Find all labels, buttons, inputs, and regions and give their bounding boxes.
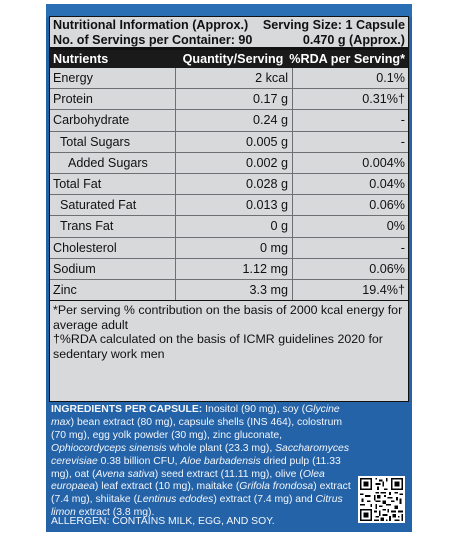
ingredient-latin-name: Glycine max (51, 404, 340, 428)
table-row: Protein 0.17 g 0.31%† (50, 89, 408, 111)
servings-per-container: No. of Servings per Container: 90 (53, 33, 253, 47)
nutrient-name: Energy (50, 68, 176, 89)
nutrient-name: Trans Fat (50, 216, 176, 237)
table-row: Total Sugars 0.005 g - (50, 131, 408, 153)
table-row: Total Fat 0.028 g 0.04% (50, 173, 408, 196)
nutrient-qty: 0 mg (176, 237, 293, 258)
table-row: Cholesterol 0 mg - (50, 237, 408, 259)
ingredient-latin-name: Ophiocordyceps sinensis (51, 442, 167, 454)
table-row: Trans Fat 0 g 0% (50, 216, 408, 238)
nutrient-qty: 3.3 mg (176, 279, 293, 301)
ingredients-part: ) extract (7.4 mg), shiitake ( (51, 481, 351, 506)
top-strip (46, 4, 412, 17)
nutrient-rda: - (400, 240, 405, 255)
table-row: Energy 2 kcal 0.1% (50, 68, 408, 90)
ingredients-part: extract (3.8 mg). (75, 507, 155, 519)
table-row: Sodium 1.12 mg 0.06% (50, 258, 408, 280)
nutrient-rda: 0.06% (369, 261, 405, 276)
ingredient-latin-name: Grifola frondosa (239, 481, 314, 493)
nutrient-name: Carbohydrate (50, 110, 176, 131)
nutrient-qty: 0.24 g (176, 110, 293, 131)
nutrient-qty: 0.17 g (176, 89, 293, 110)
label-panel: Nutritional Information (Approx.) Servin… (46, 4, 412, 532)
serving-weight: 0.470 g (Approx.) (302, 33, 405, 47)
qr-code-graphic (360, 478, 403, 521)
ingredient-latin-name: Lentinus edodes (137, 494, 214, 506)
header-line-2: No. of Servings per Container: 90 0.470 … (50, 33, 408, 48)
ingredients-label: INGREDIENTS PER CAPSULE: (51, 404, 203, 415)
footnotes: *Per serving % contribution on the basis… (50, 301, 408, 361)
nutrient-rda: - (400, 113, 405, 128)
nutrient-rda: 0.004% (362, 155, 405, 170)
footnote-energy: *Per serving % contribution on the basis… (53, 303, 403, 332)
ingredient-latin-name: Olea europaea (51, 468, 325, 493)
col-nutrients: Nutrients (53, 52, 109, 66)
nutrition-table: Nutritional Information (Approx.) Servin… (49, 16, 409, 402)
nutrient-name: Cholesterol (50, 237, 176, 258)
qr-code-icon (358, 476, 405, 523)
ingredients-part: ) leaf extract (10 mg), maitake ( (94, 481, 240, 493)
nutrient-name: Total Sugars (50, 131, 176, 152)
nutrient-qty: 2 kcal (176, 68, 293, 89)
ingredients-part: 0.38 billion CFU, (97, 455, 181, 467)
col-quantity: Quantity/Serving (182, 52, 284, 66)
ingredients-part: dried pulp (11.33 mg), oat ( (51, 455, 341, 480)
ingredients-part: ) seed extract (11.11 mg), olive ( (154, 468, 303, 480)
nutrient-rda: 19.4%† (362, 282, 405, 297)
ingredients-part: ) bean extract (80 mg), capsule shells (… (51, 416, 343, 441)
nutrient-name: Protein (50, 89, 176, 110)
nutrient-qty: 1.12 mg (176, 258, 293, 279)
table-row: Carbohydrate 0.24 g - (50, 110, 408, 132)
nutrient-rda: 0% (386, 219, 405, 234)
ingredient-latin-name: Aloe barbadensis (180, 455, 261, 467)
table-row: Added Sugars 0.002 g 0.004% (50, 152, 408, 174)
table-row: Zinc 3.3 mg 19.4%† (50, 279, 408, 302)
nutrition-title: Nutritional Information (Approx.) (53, 18, 249, 32)
nutrient-qty: 0.002 g (176, 152, 293, 173)
column-header-row: Nutrients Quantity/Serving %RDA per Serv… (50, 50, 408, 68)
table-row: Saturated Fat 0.013 g 0.06% (50, 195, 408, 217)
nutrient-qty: 0.028 g (176, 173, 293, 195)
nutrient-name: Saturated Fat (50, 195, 176, 216)
ingredient-latin-name: Citrus limon (51, 494, 343, 519)
ingredients-part: Inositol (90 mg), soy ( (202, 404, 306, 415)
nutrition-header: Nutritional Information (Approx.) Servin… (50, 17, 408, 50)
nutrient-qty: 0.013 g (176, 195, 293, 216)
allergen-statement: ALLERGEN: CONTAINS MILK, EGG, AND SOY. (51, 516, 275, 527)
nutrient-rda: 0.06% (369, 198, 405, 213)
ingredients-part: whole plant (23.3 mg), (166, 442, 276, 454)
nutrient-qty: 0.005 g (176, 131, 293, 152)
nutrient-name: Added Sugars (50, 152, 176, 173)
nutrient-name: Sodium (50, 258, 176, 279)
nutrient-rda: 0.1% (376, 71, 405, 85)
header-line-1: Nutritional Information (Approx.) Servin… (50, 18, 408, 33)
ingredient-latin-name: Saccharomyces cerevisiae (51, 442, 350, 467)
nutrient-qty: 0 g (176, 216, 293, 237)
nutrient-rda: 0.04% (369, 176, 405, 191)
ingredient-latin-name: Avena sativa (95, 468, 155, 480)
col-rda: %RDA per Serving* (289, 52, 405, 66)
nutrient-name: Zinc (50, 279, 176, 301)
ingredients-text: INGREDIENTS PER CAPSULE: Inositol (90 mg… (51, 404, 351, 520)
nutrient-rda: 0.31%† (362, 92, 405, 107)
nutrient-name: Total Fat (50, 173, 176, 195)
serving-size: Serving Size: 1 Capsule (262, 18, 405, 32)
ingredients-part: ) extract (7.4 mg) and (213, 494, 316, 506)
footnote-rda: †%RDA calculated on the basis of ICMR gu… (53, 332, 383, 361)
nutrient-rda: - (400, 134, 405, 149)
